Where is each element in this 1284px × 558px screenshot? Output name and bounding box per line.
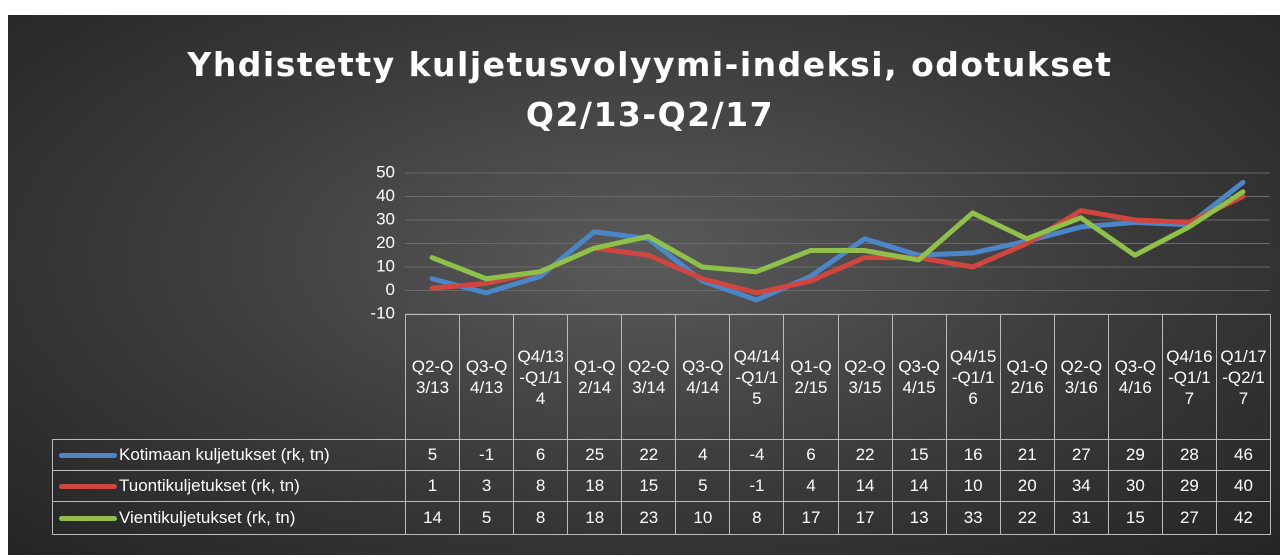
data-label: 14 [404, 501, 461, 535]
data-row: Tuontikuljetukset (rk, tn) 1 3 8 18 15 5 -1 4 14 1… [52, 470, 1272, 502]
data-label: -1 [459, 439, 515, 471]
data-label: 5 [459, 501, 515, 535]
data-label: 20 [999, 470, 1055, 502]
data-label: 13 [891, 501, 947, 535]
data-label: 29 [1161, 470, 1217, 502]
category-label: Q3-Q4/16 [1107, 314, 1163, 440]
y-tick-label: 50 [376, 162, 395, 181]
data-label: 28 [1161, 439, 1217, 471]
category-label: Q1-Q2/15 [783, 314, 839, 440]
data-label: 5 [404, 439, 461, 471]
data-label: 4 [675, 439, 731, 471]
legend-entry: Kotimaan kuljetukset (rk, tn) [52, 439, 406, 471]
data-label: 23 [621, 501, 677, 535]
category-label: Q3-Q4/14 [675, 314, 731, 440]
data-label: 10 [945, 470, 1001, 502]
category-label: Q4/13-Q1/14 [513, 314, 569, 440]
data-label: -1 [729, 470, 785, 502]
data-label: 46 [1215, 439, 1272, 471]
data-label: 15 [621, 470, 677, 502]
blank-cell [53, 315, 406, 440]
category-label: Q4/16-Q1/17 [1161, 314, 1217, 440]
data-label: 18 [567, 501, 623, 535]
y-tick-label: 40 [376, 186, 395, 205]
category-label: Q3-Q4/15 [891, 314, 947, 440]
y-tick-label: 10 [376, 256, 395, 275]
data-label: 4 [783, 470, 839, 502]
header-row: Q2-Q3/13 Q3-Q4/13 Q4/13-Q1/14 Q1-Q2/14 Q2-Q3… [53, 314, 1272, 440]
legend-entry: Tuontikuljetukset (rk, tn) [52, 470, 406, 502]
legend-label: Vientikuljetukset (rk, tn) [119, 508, 296, 527]
y-tick-label: 20 [376, 233, 395, 252]
data-label: 30 [1107, 470, 1163, 502]
category-label: Q2-Q3/13 [404, 314, 461, 440]
data-label: 42 [1215, 501, 1272, 535]
data-label: 34 [1053, 470, 1109, 502]
data-label: 22 [621, 439, 677, 471]
category-label: Q4/14-Q1/15 [729, 314, 785, 440]
legend-label: Tuontikuljetukset (rk, tn) [119, 476, 300, 495]
data-label: 31 [1053, 501, 1109, 535]
data-label: 8 [729, 501, 785, 535]
data-label: 6 [513, 439, 569, 471]
legend-label: Kotimaan kuljetukset (rk, tn) [119, 445, 330, 464]
category-label: Q1-Q2/14 [567, 314, 623, 440]
data-label: 8 [513, 470, 569, 502]
data-label: 5 [675, 470, 731, 502]
category-label: Q4/15-Q1/16 [945, 314, 1001, 440]
legend-key [59, 484, 117, 490]
data-label: 21 [999, 439, 1055, 471]
data-label: 40 [1215, 470, 1272, 502]
data-row: Kotimaan kuljetukset (rk, tn) 5 -1 6 25 22 4 -4… [52, 439, 1272, 471]
data-label: 22 [837, 439, 893, 471]
category-label: Q2-Q3/16 [1053, 314, 1109, 440]
data-label: 3 [459, 470, 515, 502]
data-label: 22 [999, 501, 1055, 535]
data-label: 27 [1053, 439, 1109, 471]
data-label: 1 [404, 470, 461, 502]
legend-entry: Vientikuljetukset (rk, tn) [52, 501, 406, 535]
data-label: 8 [513, 501, 569, 535]
data-label: 15 [1107, 501, 1163, 535]
data-label: 17 [783, 501, 839, 535]
data-label: 29 [1107, 439, 1163, 471]
data-label: 18 [567, 470, 623, 502]
data-label: 17 [837, 501, 893, 535]
legend-key [59, 516, 117, 522]
y-tick-label: 0 [386, 280, 395, 299]
category-label: Q3-Q4/13 [459, 314, 515, 440]
category-label: Q2-Q3/14 [621, 314, 677, 440]
data-label: 6 [783, 439, 839, 471]
data-label: 14 [837, 470, 893, 502]
chart-title: Yhdistetty kuljetusvolyymi-indeksi, odot… [187, 45, 1113, 134]
y-tick-label: -10 [370, 303, 395, 322]
data-label: -4 [729, 439, 785, 471]
data-row: Vientikuljetukset (rk, tn) 14 5 8 18 23 10 8 17 1… [52, 501, 1272, 535]
data-label: 33 [945, 501, 1001, 535]
category-label: Q2-Q3/15 [837, 314, 893, 440]
series-line [429, 179, 1246, 303]
data-label: 27 [1161, 501, 1217, 535]
legend-key [59, 453, 117, 459]
data-table: Q2-Q3/13 Q3-Q4/13 Q4/13-Q1/14 Q1-Q2/14 Q2-Q3… [52, 314, 1272, 535]
y-tick-label: 30 [376, 209, 395, 228]
category-label: Q1/17-Q2/17 [1215, 314, 1272, 440]
data-label: 10 [675, 501, 731, 535]
data-label: 16 [945, 439, 1001, 471]
category-label: Q1-Q2/16 [999, 314, 1055, 440]
data-label: 14 [891, 470, 947, 502]
series-line [429, 189, 1246, 282]
data-label: 15 [891, 439, 947, 471]
data-label: 25 [567, 439, 623, 471]
